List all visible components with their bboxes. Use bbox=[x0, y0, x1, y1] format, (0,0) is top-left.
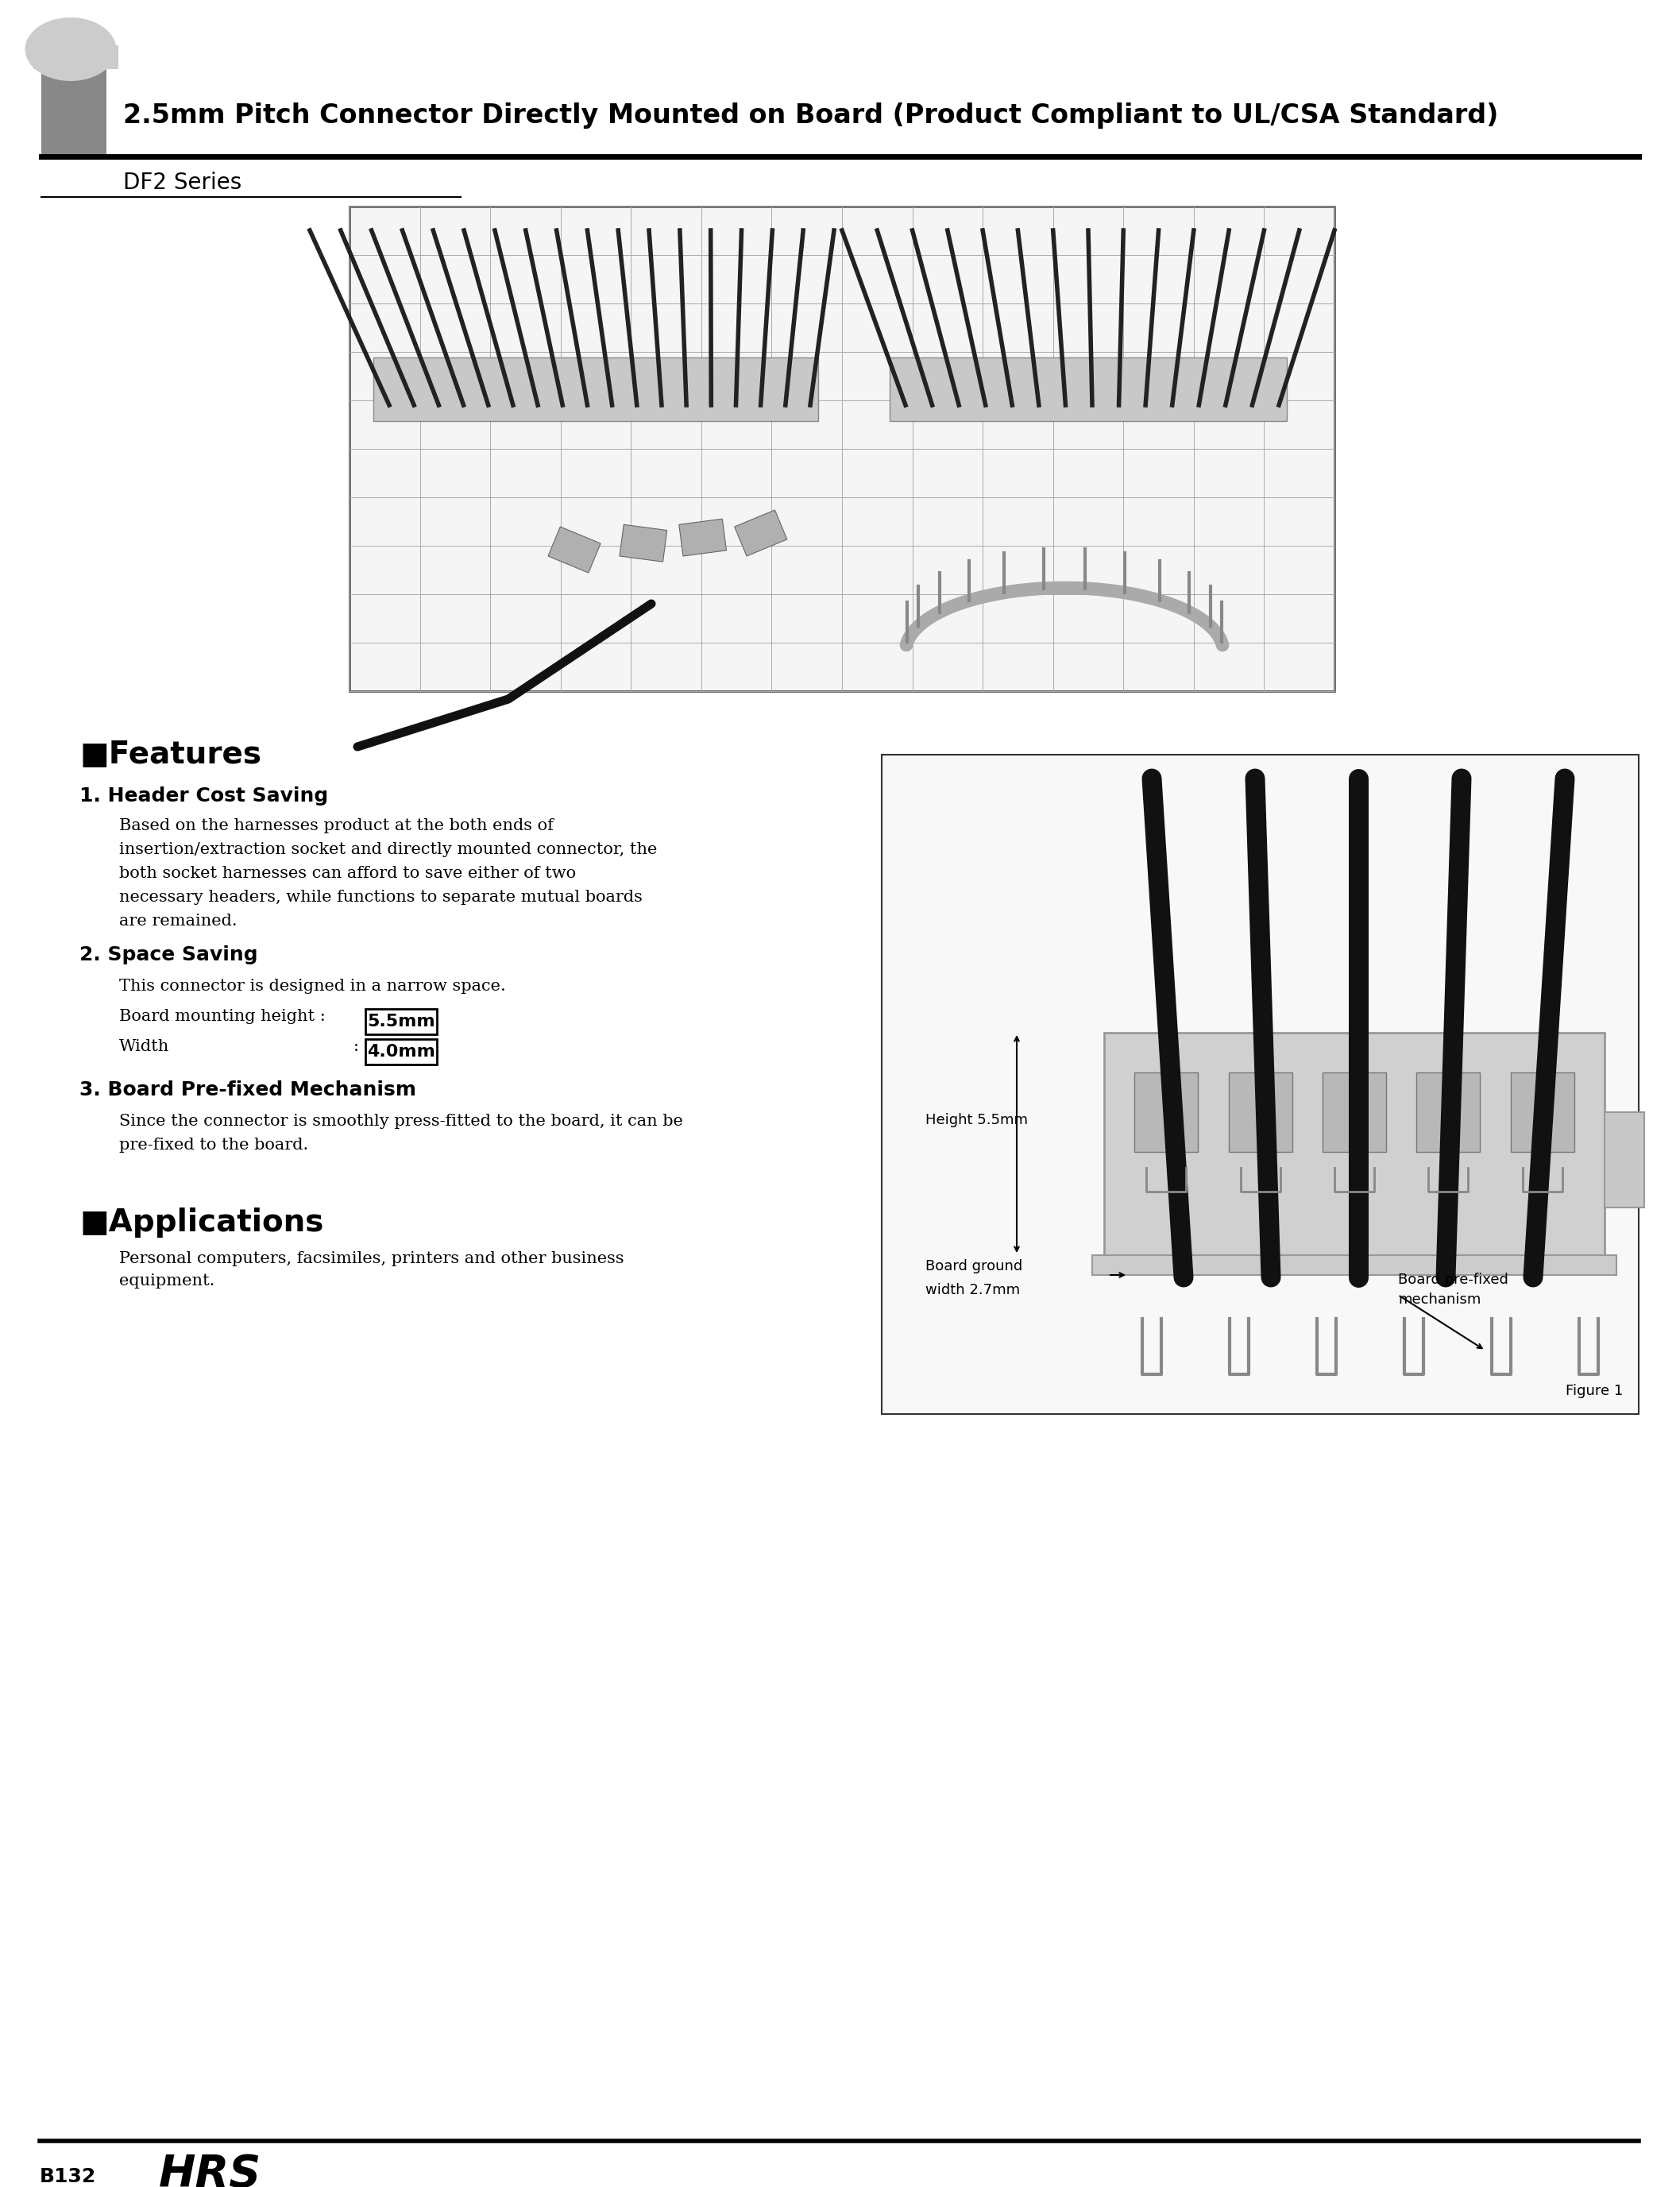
Text: ■Features: ■Features bbox=[79, 739, 262, 770]
Text: Board pre-fixed: Board pre-fixed bbox=[1398, 1273, 1509, 1286]
Bar bbox=[734, 510, 786, 555]
Bar bbox=[365, 1008, 437, 1034]
Text: Personal computers, facsimiles, printers and other business: Personal computers, facsimiles, printers… bbox=[119, 1251, 623, 1266]
Bar bbox=[34, 46, 118, 70]
Text: necessary headers, while functions to separate mutual boards: necessary headers, while functions to se… bbox=[119, 890, 642, 905]
Text: 1. Header Cost Saving: 1. Header Cost Saving bbox=[79, 787, 328, 805]
Bar bbox=[890, 356, 1287, 422]
Text: 5.5mm: 5.5mm bbox=[368, 1013, 435, 1030]
Text: Width: Width bbox=[119, 1039, 170, 1054]
Bar bbox=[1092, 1255, 1616, 1275]
Text: B132: B132 bbox=[40, 2167, 96, 2187]
Bar bbox=[1416, 1072, 1480, 1153]
Text: Board mounting height :: Board mounting height : bbox=[119, 1008, 326, 1024]
Text: HRS: HRS bbox=[160, 2152, 262, 2187]
Text: width 2.7mm: width 2.7mm bbox=[926, 1284, 1020, 1297]
Text: Figure 1: Figure 1 bbox=[1566, 1384, 1623, 1397]
Bar bbox=[1134, 1072, 1198, 1153]
Text: Height 5.5mm: Height 5.5mm bbox=[926, 1113, 1028, 1126]
Text: Based on the harnesses product at the both ends of: Based on the harnesses product at the bo… bbox=[119, 818, 553, 833]
Bar bbox=[1510, 1072, 1574, 1153]
Text: mechanism: mechanism bbox=[1398, 1293, 1482, 1308]
Bar bbox=[349, 206, 1334, 691]
Ellipse shape bbox=[25, 17, 116, 81]
Bar bbox=[365, 1039, 437, 1065]
Text: This connector is designed in a narrow space.: This connector is designed in a narrow s… bbox=[119, 980, 506, 993]
Text: Since the connector is smoothly press-fitted to the board, it can be: Since the connector is smoothly press-fi… bbox=[119, 1113, 684, 1128]
Bar bbox=[1322, 1072, 1386, 1153]
Text: both socket harnesses can afford to save either of two: both socket harnesses can afford to save… bbox=[119, 866, 576, 881]
Bar bbox=[42, 33, 106, 160]
Bar bbox=[373, 356, 818, 422]
Text: Board ground: Board ground bbox=[926, 1260, 1023, 1273]
Bar bbox=[1104, 1032, 1604, 1255]
Text: 3. Board Pre-fixed Mechanism: 3. Board Pre-fixed Mechanism bbox=[79, 1080, 417, 1100]
Bar bbox=[1604, 1113, 1645, 1207]
Bar bbox=[548, 527, 601, 573]
Bar bbox=[679, 518, 726, 555]
Text: DF2 Series: DF2 Series bbox=[123, 171, 242, 195]
Text: :: : bbox=[353, 1039, 360, 1054]
Text: are remained.: are remained. bbox=[119, 914, 237, 929]
Bar bbox=[1228, 1072, 1292, 1153]
Text: insertion/extraction socket and directly mounted connector, the: insertion/extraction socket and directly… bbox=[119, 842, 657, 857]
Text: pre-fixed to the board.: pre-fixed to the board. bbox=[119, 1137, 309, 1153]
Text: equipment.: equipment. bbox=[119, 1273, 215, 1288]
Text: 4.0mm: 4.0mm bbox=[366, 1043, 435, 1061]
Bar bbox=[882, 755, 1638, 1415]
Bar bbox=[620, 525, 667, 562]
Text: 2. Space Saving: 2. Space Saving bbox=[79, 945, 257, 964]
Text: ■Applications: ■Applications bbox=[79, 1207, 324, 1238]
Text: 2.5mm Pitch Connector Directly Mounted on Board (Product Compliant to UL/CSA Sta: 2.5mm Pitch Connector Directly Mounted o… bbox=[123, 103, 1499, 129]
